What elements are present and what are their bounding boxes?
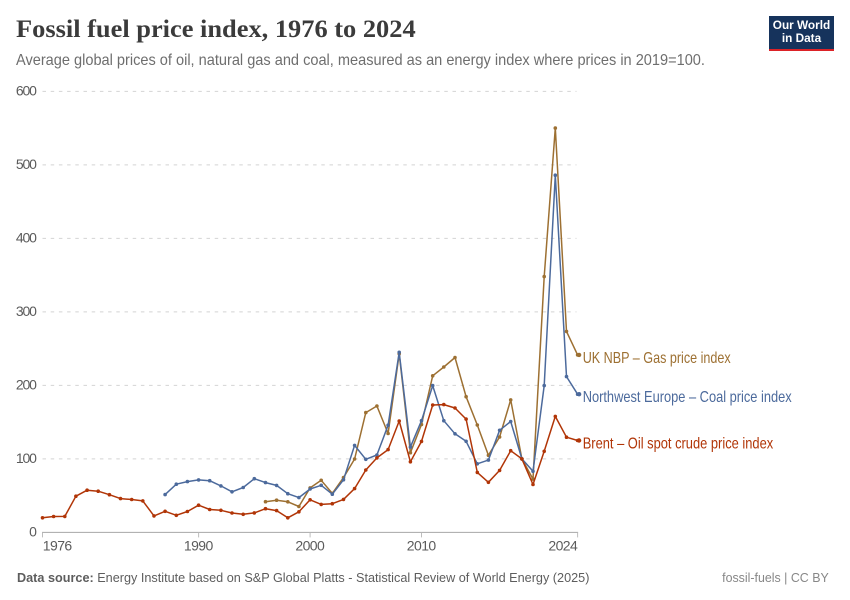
svg-text:200: 200 bbox=[16, 377, 37, 393]
svg-text:500: 500 bbox=[16, 156, 37, 172]
svg-text:2024: 2024 bbox=[548, 538, 578, 554]
svg-text:0: 0 bbox=[29, 524, 37, 540]
svg-text:300: 300 bbox=[16, 303, 37, 319]
svg-text:UK NBP – Gas price index: UK NBP – Gas price index bbox=[583, 350, 731, 367]
svg-text:100: 100 bbox=[16, 450, 37, 466]
svg-text:2010: 2010 bbox=[407, 538, 437, 554]
svg-text:1976: 1976 bbox=[43, 538, 73, 554]
svg-text:2000: 2000 bbox=[295, 538, 325, 554]
svg-text:1990: 1990 bbox=[184, 538, 214, 554]
svg-text:Northwest Europe – Coal price: Northwest Europe – Coal price index bbox=[583, 389, 792, 406]
svg-text:400: 400 bbox=[16, 230, 37, 246]
svg-text:Brent – Oil spot crude price i: Brent – Oil spot crude price index bbox=[583, 436, 774, 453]
svg-text:600: 600 bbox=[16, 83, 37, 99]
